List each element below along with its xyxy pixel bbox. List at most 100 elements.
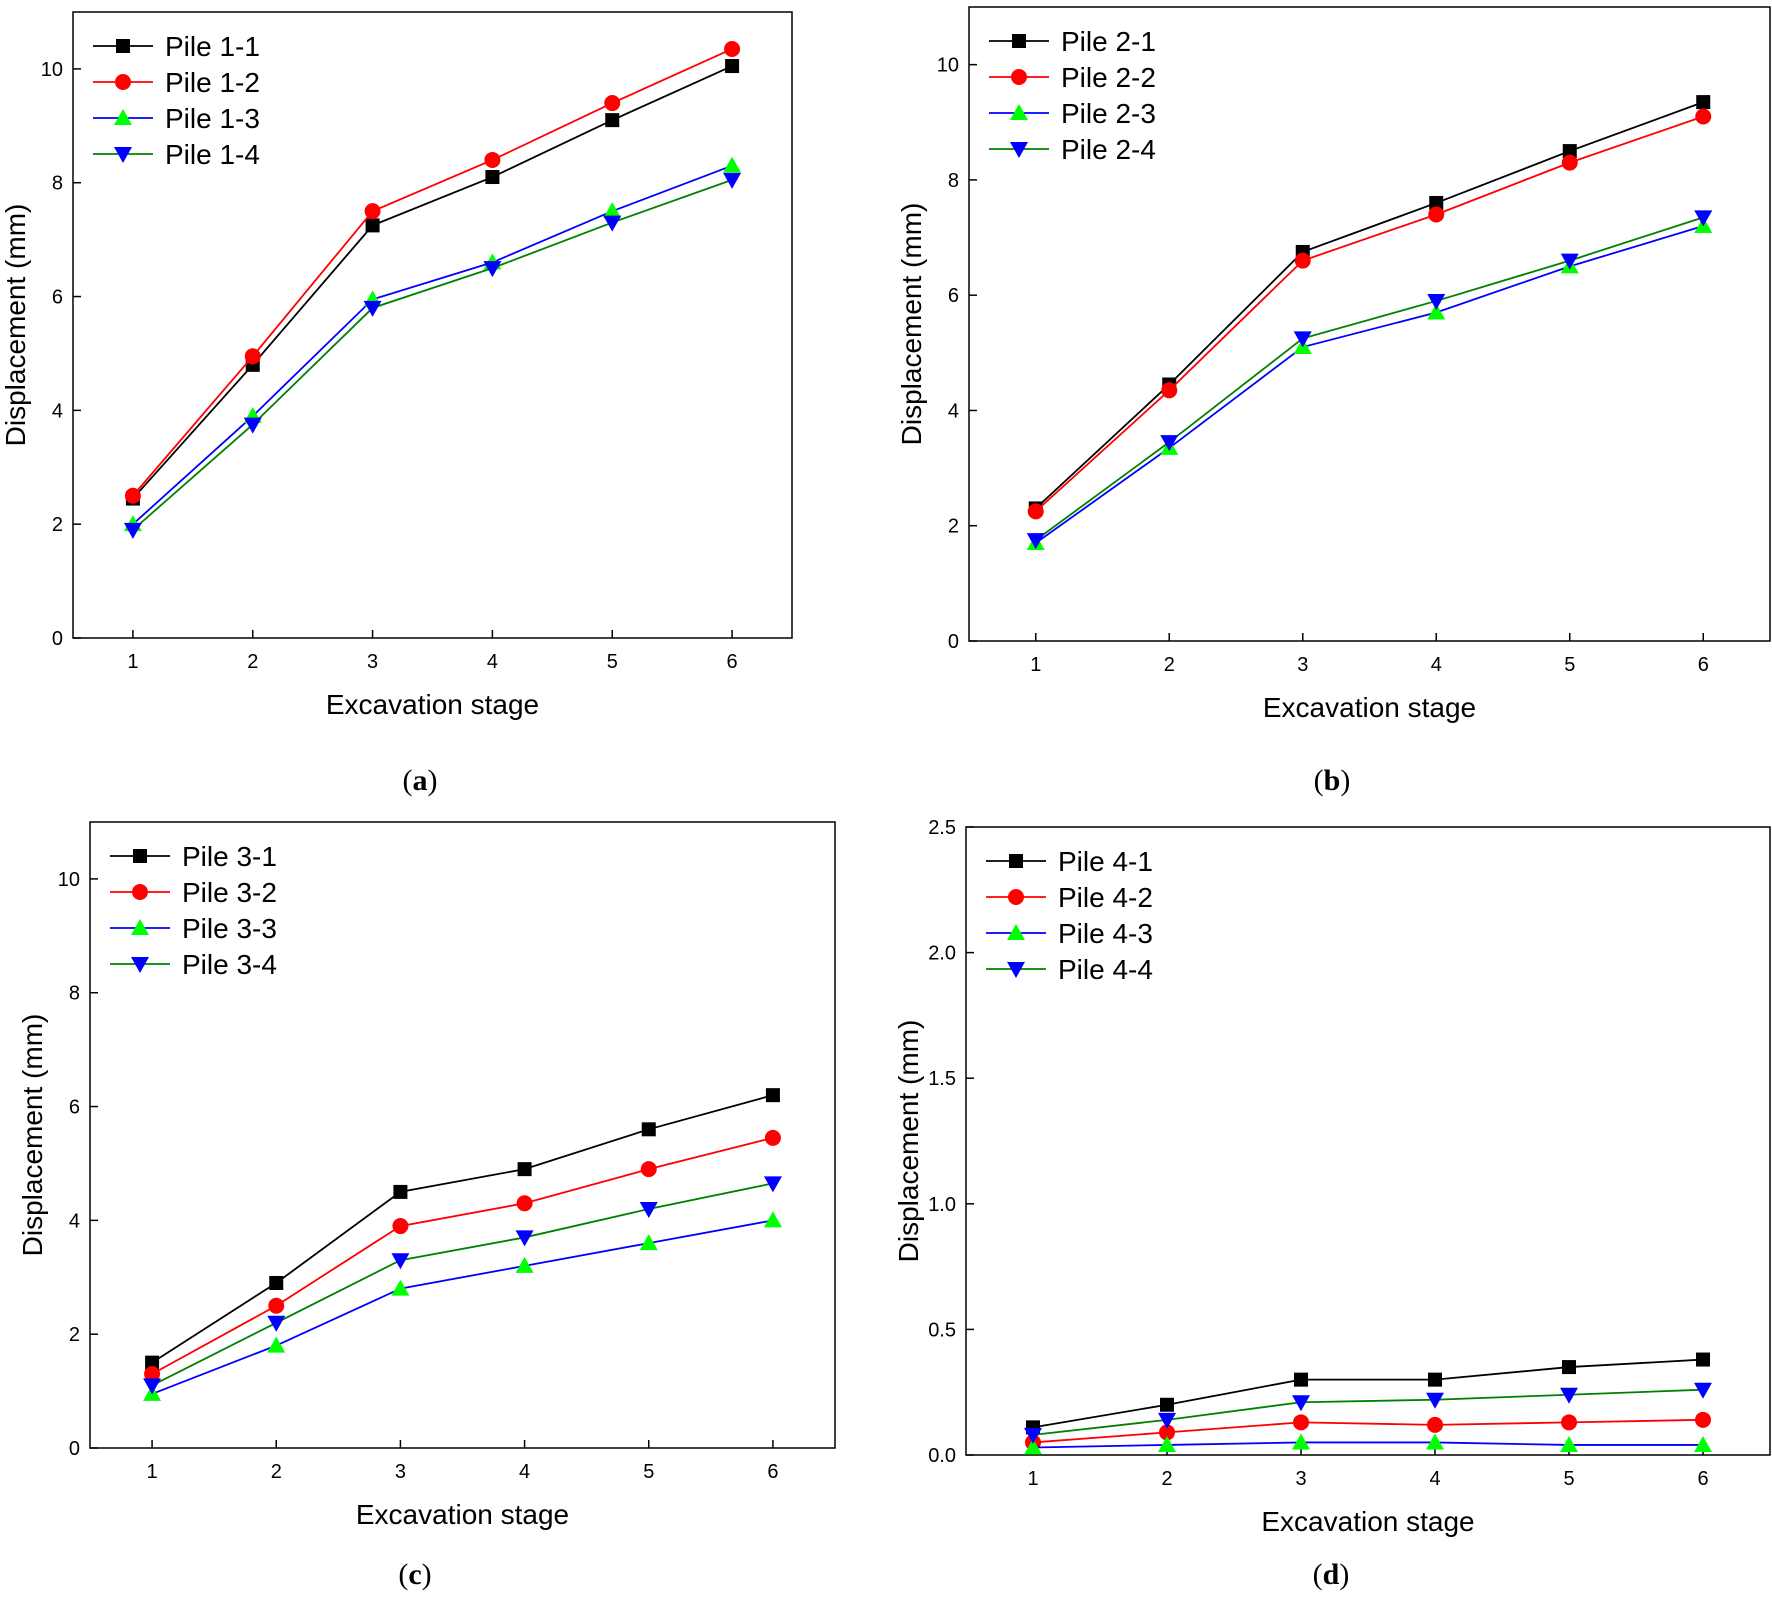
series-line [132,164,733,525]
y-tick-label: 0.5 [928,1319,956,1341]
series-pile-4-4 [1024,1382,1712,1444]
data-point [1428,1372,1442,1387]
panel-caption: (b) [1314,764,1351,797]
data-point [1292,1395,1310,1412]
data-point [1696,95,1711,110]
data-point [517,1162,532,1177]
series-line [132,179,733,531]
data-point [1161,382,1178,399]
data-point [1294,252,1311,269]
legend-marker [1011,69,1027,85]
y-tick-label: 1.5 [928,1068,956,1090]
y-tick-label: 8 [948,170,959,192]
data-point [1427,1416,1443,1433]
legend-label: Pile 2-3 [1061,98,1156,129]
data-point [485,170,500,185]
data-point [515,1230,534,1247]
y-tick-label: 0 [948,631,959,653]
x-tick-label: 4 [1431,654,1442,676]
caption-paren-close: ) [1339,1558,1349,1591]
x-tick-label: 6 [1698,654,1709,676]
data-point [1428,206,1445,223]
data-point [1560,1435,1578,1452]
data-point [1694,210,1713,227]
x-axis-label: Excavation stage [326,689,539,720]
data-point [1294,1372,1308,1387]
y-axis-label: Displacement (mm) [0,204,31,447]
x-tick-label: 3 [367,651,378,673]
data-point [484,151,501,168]
data-point [145,1355,160,1370]
y-axis-label: Displacement (mm) [896,203,927,446]
legend-marker [133,849,147,863]
series-line [1032,1441,1703,1449]
series-pile-1-3 [123,156,742,532]
legend-label: Pile 4-3 [1058,918,1153,949]
caption-letter: a [413,764,428,797]
data-point [1427,293,1446,310]
caption-letter: d [1323,1558,1340,1591]
data-point [763,1211,782,1228]
legend-label: Pile 3-3 [182,913,277,944]
plot-frame [72,11,793,639]
data-point [1158,1435,1176,1452]
data-point [724,40,741,57]
data-point [1026,533,1045,550]
series-line [151,1094,774,1364]
series-pile-3-4 [143,1176,782,1395]
x-tick-label: 3 [395,1461,406,1483]
y-tick-label: 10 [58,869,80,891]
data-point [641,1122,656,1137]
series-line [1032,1418,1704,1444]
legend-label: Pile 4-2 [1058,882,1153,913]
data-point [1429,195,1444,210]
data-point [392,1218,409,1235]
legend-marker [116,39,130,53]
series-line [132,65,733,500]
x-tick-label: 2 [1161,1468,1172,1490]
series-pile-3-3 [143,1211,782,1401]
legend-marker [1012,34,1026,48]
y-tick-label: 0 [52,628,63,650]
data-point [1159,1424,1175,1441]
plot-frame [965,826,1771,1456]
data-point [1694,1382,1712,1399]
y-tick-label: 2 [69,1324,80,1346]
data-point [640,1161,657,1178]
data-point [1562,1360,1576,1375]
legend-marker [131,919,149,935]
series-pile-3-2 [144,1129,781,1383]
legend-label: Pile 1-1 [165,31,260,62]
series-line [1032,1358,1704,1429]
data-point [244,348,261,365]
legend-marker [132,884,148,900]
data-point [391,1279,410,1296]
data-point [1560,1387,1578,1404]
x-tick-label: 5 [1563,1468,1574,1490]
data-point [1694,1435,1712,1452]
chart-panel-b: 1 2 3 4 5 6 0 2 4 6 8 10 Excavation stage Displacemen… [896,6,1771,723]
legend-marker [114,109,132,125]
series-line [1032,1388,1704,1436]
data-point [1024,1438,1042,1455]
data-point [639,1201,658,1218]
data-point [604,95,621,112]
x-axis-label: Excavation stage [1261,1506,1474,1537]
y-tick-label: 2.5 [928,817,956,839]
data-point [124,487,141,504]
data-point [765,1088,780,1103]
x-axis-label: Excavation stage [356,1499,569,1530]
legend-label: Pile 1-2 [165,67,260,98]
x-tick-label: 1 [127,651,138,673]
x-tick-label: 4 [1429,1468,1440,1490]
x-tick-label: 1 [1027,1468,1038,1490]
y-tick-label: 8 [69,983,80,1005]
y-tick-label: 6 [52,287,63,309]
legend-label: Pile 3-4 [182,949,277,980]
x-tick-label: 4 [519,1461,530,1483]
y-tick-label: 2 [948,516,959,538]
chart-panel-d: 1 2 3 4 5 6 0.0 0.5 1.0 1.5 2.0 2.5 Excavation stage… [893,817,1771,1537]
series-line [151,1182,774,1387]
data-point [1426,1392,1444,1409]
